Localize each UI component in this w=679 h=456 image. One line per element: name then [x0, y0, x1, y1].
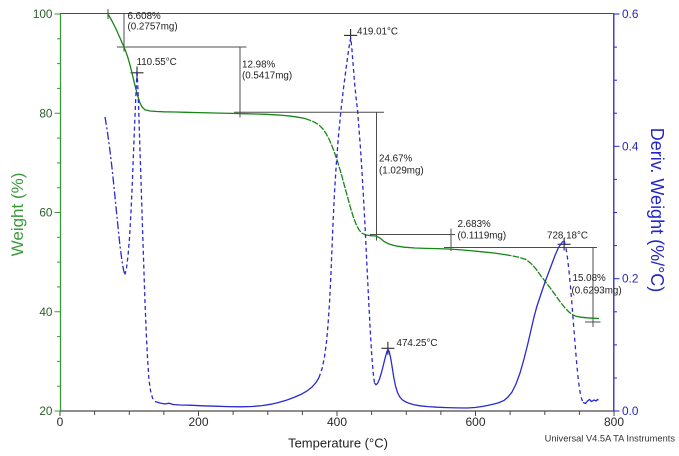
svg-text:6.608%: 6.608%: [128, 11, 162, 22]
svg-text:Deriv. Weight (%/°C): Deriv. Weight (%/°C): [647, 128, 667, 293]
svg-text:100: 100: [33, 7, 53, 21]
svg-text:474.25°C: 474.25°C: [397, 338, 438, 349]
svg-text:24.67%: 24.67%: [379, 154, 413, 165]
svg-text:110.55°C: 110.55°C: [137, 57, 177, 68]
svg-text:0.2: 0.2: [622, 272, 638, 286]
svg-text:800: 800: [604, 415, 624, 429]
svg-text:(0.5417mg): (0.5417mg): [242, 71, 292, 82]
svg-text:15.08%: 15.08%: [573, 273, 607, 284]
svg-text:(0.2757mg): (0.2757mg): [128, 22, 178, 33]
svg-text:40: 40: [39, 305, 53, 319]
svg-text:0.4: 0.4: [622, 139, 639, 153]
svg-text:20: 20: [39, 404, 53, 418]
svg-text:600: 600: [465, 415, 485, 429]
svg-text:80: 80: [39, 106, 53, 120]
svg-text:728.18°C: 728.18°C: [547, 231, 588, 242]
svg-text:(0.1119mg): (0.1119mg): [458, 231, 507, 242]
svg-text:(0.6293mg): (0.6293mg): [572, 286, 622, 297]
svg-text:12.98%: 12.98%: [242, 60, 276, 71]
svg-text:(1.029mg): (1.029mg): [379, 166, 424, 177]
svg-text:0: 0: [57, 415, 64, 429]
svg-text:2.683%: 2.683%: [458, 219, 492, 230]
svg-text:60: 60: [39, 206, 53, 220]
svg-text:Universal V4.5A TA Instruments: Universal V4.5A TA Instruments: [545, 434, 676, 444]
svg-text:419.01°C: 419.01°C: [357, 26, 398, 37]
svg-text:200: 200: [188, 415, 208, 429]
svg-text:Temperature (°C): Temperature (°C): [288, 436, 388, 451]
svg-text:0.6: 0.6: [622, 7, 639, 21]
svg-text:Weight (%): Weight (%): [8, 173, 27, 257]
svg-text:400: 400: [327, 415, 347, 429]
svg-text:0.0: 0.0: [622, 404, 639, 418]
